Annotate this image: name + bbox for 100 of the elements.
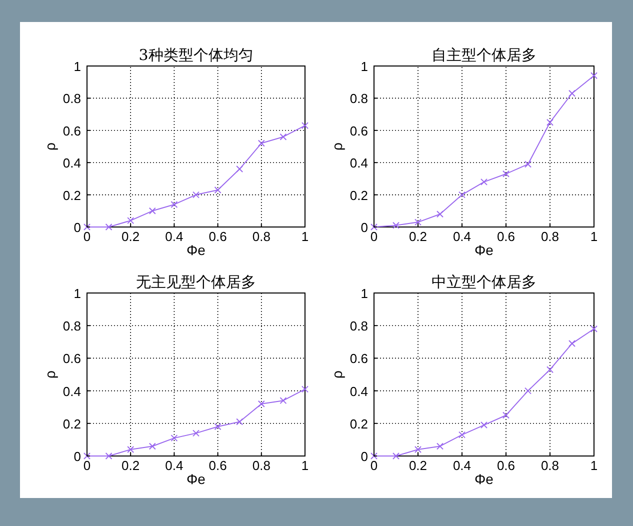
point (214, 186, 222, 194)
y-axis-title: ρ (329, 142, 345, 150)
y-tick-label: 0.4 (62, 156, 81, 171)
x-tick-label: 0.2 (122, 458, 140, 473)
point (236, 166, 244, 173)
x-tick-label: 0.4 (452, 229, 472, 244)
point (524, 160, 532, 168)
x-tick-label: 0.6 (208, 229, 227, 244)
y-tick-label: 0.4 (350, 156, 368, 171)
y-axis-title: ρ (42, 370, 58, 378)
x-tick-label: 0.2 (408, 229, 428, 244)
point (590, 325, 598, 332)
point (258, 400, 265, 408)
y-tick-label: 0.8 (62, 318, 81, 334)
x-tick-label: 0.6 (496, 229, 516, 244)
point (414, 218, 422, 226)
x-tick-label: 1 (301, 229, 309, 244)
x-axis-title: Φe (186, 471, 206, 487)
x-tick-label: 1 (590, 229, 598, 244)
y-tick-label: 0.8 (350, 318, 368, 334)
point (392, 452, 400, 460)
y-axis-title: ρ (42, 142, 58, 150)
point (480, 422, 488, 429)
point (148, 442, 156, 450)
point (170, 200, 178, 208)
x-tick-label: 0.2 (122, 229, 140, 244)
chart-title: 中立型个体居多 (432, 273, 536, 291)
x-tick-label: 0 (370, 229, 378, 244)
point (280, 397, 287, 404)
point (302, 122, 308, 130)
x-tick-label: 0 (83, 229, 91, 244)
point (127, 217, 134, 224)
point (502, 412, 510, 419)
point (546, 118, 554, 126)
point (568, 340, 576, 348)
y-tick-label: 0.6 (350, 351, 368, 366)
x-tick-label: 0.2 (408, 458, 428, 473)
x-tick-label: 0.4 (165, 229, 184, 244)
point (414, 446, 422, 453)
point (480, 178, 488, 186)
y-tick-label: 0.6 (62, 123, 81, 138)
point (236, 418, 244, 426)
point (84, 452, 90, 460)
point (392, 222, 400, 229)
y-tick-label: 0.2 (62, 416, 81, 432)
y-tick-label: 0.2 (62, 188, 81, 203)
y-tick-label: 1 (74, 59, 81, 74)
point (502, 170, 510, 178)
x-tick-label: 0.8 (252, 229, 270, 244)
x-tick-label: 1 (301, 458, 309, 473)
point (546, 366, 554, 374)
x-tick-label: 0.6 (496, 458, 516, 473)
x-tick-label: 0.8 (252, 458, 270, 473)
point (105, 452, 112, 460)
x-tick-label: 0.8 (540, 458, 560, 473)
y-tick-label: 1 (360, 286, 368, 301)
point (302, 386, 308, 393)
x-tick-label: 0.4 (452, 458, 472, 473)
point (192, 430, 200, 437)
point (458, 191, 466, 198)
y-tick-label: 0.4 (62, 384, 81, 399)
point (436, 442, 444, 450)
x-tick-label: 0 (83, 458, 91, 473)
point (192, 191, 200, 198)
point (524, 387, 532, 394)
x-tick-label: 0 (370, 458, 378, 473)
point (280, 133, 287, 140)
y-tick-label: 0.2 (350, 416, 368, 432)
point (84, 224, 90, 230)
y-tick-label: 0.6 (350, 123, 368, 138)
point (436, 210, 444, 218)
point (370, 452, 378, 460)
y-tick-label: 0.4 (350, 384, 368, 399)
y-tick-label: 0.6 (62, 351, 81, 366)
x-axis-title: Φe (474, 471, 494, 487)
point (590, 72, 598, 80)
point (258, 140, 265, 147)
point (148, 207, 156, 214)
x-axis-title: Φe (474, 242, 494, 258)
point (568, 90, 576, 97)
y-tick-label: 0.8 (350, 91, 368, 106)
x-axis-title: Φe (186, 242, 206, 258)
x-tick-label: 0.6 (208, 458, 227, 473)
y-tick-label: 0.8 (62, 91, 81, 106)
y-tick-label: 1 (360, 59, 368, 74)
x-tick-label: 1 (590, 458, 598, 473)
y-tick-label: 1 (74, 286, 81, 301)
point (127, 446, 134, 453)
chart-title: 3种类型个体均匀 (138, 46, 254, 64)
point (370, 224, 378, 230)
y-axis-title: ρ (329, 370, 345, 378)
point (458, 431, 466, 438)
point (214, 423, 222, 430)
x-tick-label: 0.8 (540, 229, 560, 244)
chart-title: 自主型个体居多 (432, 46, 536, 64)
chart-title: 无主见型个体居多 (136, 273, 256, 291)
point (170, 434, 178, 442)
x-tick-label: 0.4 (165, 458, 184, 473)
point (105, 224, 112, 230)
y-tick-label: 0.2 (350, 188, 368, 203)
